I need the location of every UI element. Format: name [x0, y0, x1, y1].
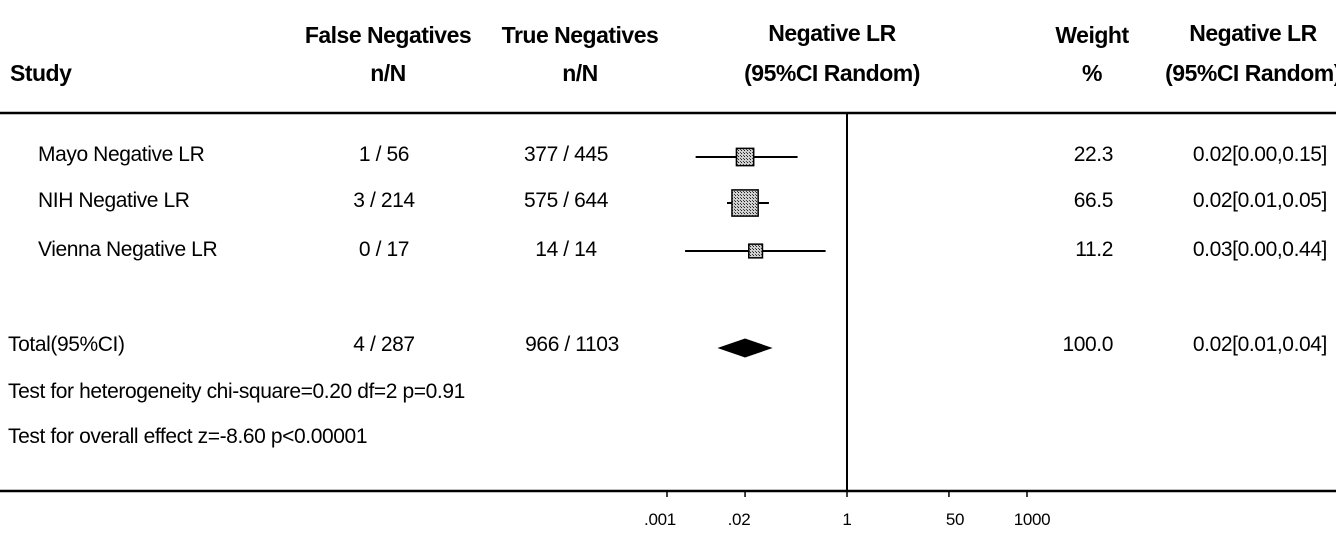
header-negative-lr-2-ci: (95%CI Random): [1165, 60, 1336, 86]
estimate-box-mayo: [735, 147, 755, 167]
header-weight: Weight: [1055, 22, 1129, 48]
total-weight: 100.0: [1062, 333, 1113, 356]
tick-label-1: 1: [842, 510, 852, 529]
total-ci: 0.02[0.01,0.04]: [1192, 333, 1328, 356]
study-ci-vienna: 0.03[0.00,0.44]: [1192, 238, 1328, 261]
tick-label-0001: .001: [644, 510, 676, 529]
study-tn-nih: 575 / 644: [524, 189, 608, 212]
overall-effect-note: Test for overall effect z=-8.60 p<0.0000…: [8, 425, 368, 448]
estimate-box-vienna: [748, 243, 764, 259]
header-negative-lr-2: Negative LR: [1189, 20, 1317, 46]
study-weight-nih: 66.5: [1073, 189, 1114, 212]
study-fn-nih: 3 / 214: [353, 189, 415, 212]
total-fn: 4 / 287: [353, 333, 415, 356]
header-study: Study: [10, 60, 72, 86]
study-fn-vienna: 0 / 17: [358, 238, 410, 261]
estimate-box-nih: [731, 189, 759, 217]
header-negative-lr: Negative LR: [768, 20, 896, 46]
total-label: Total(95%CI): [8, 333, 125, 356]
total-diamond: [717, 338, 773, 358]
header-true-negatives-unit: n/N: [562, 60, 598, 86]
study-weight-vienna: 11.2: [1075, 238, 1113, 261]
study-ci-mayo: 0.02[0.00,0.15]: [1192, 143, 1328, 166]
header-true-negatives: True Negatives: [501, 22, 659, 48]
study-weight-mayo: 22.3: [1073, 143, 1114, 166]
total-tn: 966 / 1103: [525, 333, 619, 356]
study-name-vienna: Vienna Negative LR: [38, 238, 218, 261]
study-tn-mayo: 377 / 445: [524, 143, 608, 166]
header-false-negatives: False Negatives: [304, 22, 472, 48]
tick-label-50: 50: [945, 510, 965, 529]
header-false-negatives-unit: n/N: [370, 60, 406, 86]
study-tn-vienna: 14 / 14: [535, 238, 597, 261]
heterogeneity-note: Test for heterogeneity chi-square=0.20 d…: [8, 380, 465, 403]
study-name-mayo: Mayo Negative LR: [38, 143, 205, 166]
study-ci-nih: 0.02[0.01,0.05]: [1192, 189, 1328, 212]
header-negative-lr-ci: (95%CI Random): [744, 60, 920, 86]
header-weight-unit: %: [1082, 60, 1102, 86]
study-fn-mayo: 1 / 56: [358, 143, 410, 166]
tick-label-002: .02: [727, 510, 751, 529]
study-name-nih: NIH Negative LR: [38, 189, 190, 212]
tick-label-1000: 1000: [1013, 510, 1051, 529]
